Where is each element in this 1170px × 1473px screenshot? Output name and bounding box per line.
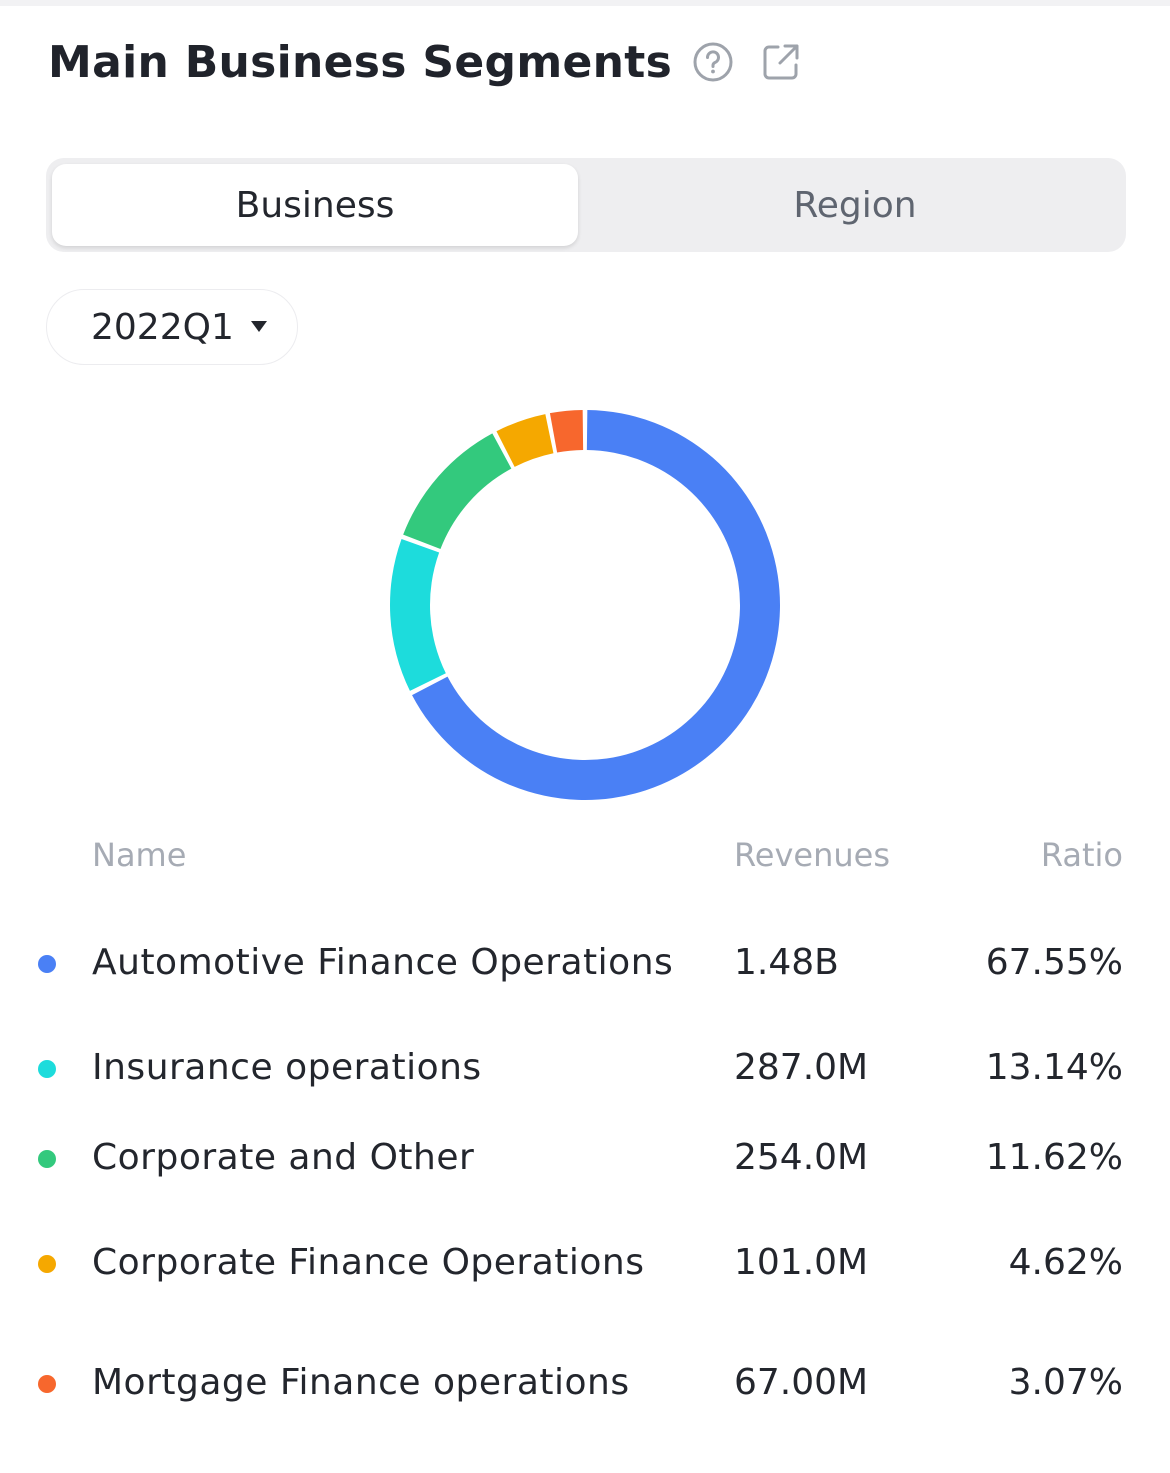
tab-business[interactable]: Business [52,164,578,246]
table-row[interactable]: Corporate Finance Operations 101.0M 4.62… [0,1242,1170,1290]
legend-dot [38,1060,56,1078]
donut-slice[interactable] [549,410,584,453]
table-header: Name Revenues Ratio [0,836,1170,880]
segment-name: Insurance operations [92,1047,482,1088]
segment-ratio: 3.07% [1008,1362,1123,1403]
header-ratio: Ratio [1040,836,1123,874]
segment-revenue: 101.0M [734,1242,869,1283]
section-header: Main Business Segments [48,32,802,92]
segment-name: Corporate and Other [92,1137,475,1178]
table-row[interactable]: Insurance operations 287.0M 13.14% [0,1047,1170,1095]
help-circle-icon[interactable] [692,41,734,83]
segment-revenue: 1.48B [734,942,839,983]
segment-name: Automotive Finance Operations [92,942,674,983]
period-dropdown[interactable]: 2022Q1 [46,289,298,365]
table-row[interactable]: Automotive Finance Operations 1.48B 67.5… [0,942,1170,990]
donut-slice[interactable] [390,538,446,691]
external-link-icon[interactable] [760,41,802,83]
segment-ratio: 11.62% [985,1137,1123,1178]
segment-revenue: 67.00M [734,1362,869,1403]
segment-control: Business Region [46,158,1126,252]
segment-ratio: 67.55% [985,942,1123,983]
legend-dot [38,955,56,973]
segment-ratio: 4.62% [1008,1242,1123,1283]
table-row[interactable]: Mortgage Finance operations 67.00M 3.07% [0,1362,1170,1410]
legend-dot [38,1255,56,1273]
page-title: Main Business Segments [48,36,673,88]
caret-down-icon [250,320,268,334]
segment-revenue: 254.0M [734,1137,869,1178]
segment-revenue: 287.0M [734,1047,869,1088]
donut-slice[interactable] [403,433,512,550]
header-revenues: Revenues [734,836,891,874]
period-value: 2022Q1 [91,306,234,348]
top-divider [0,0,1170,6]
tab-region[interactable]: Region [793,184,917,226]
table-row[interactable]: Corporate and Other 254.0M 11.62% [0,1137,1170,1185]
segment-ratio: 13.14% [985,1047,1123,1088]
donut-slice[interactable] [496,414,554,467]
legend-dot [38,1375,56,1393]
segment-name: Mortgage Finance operations [92,1362,630,1403]
legend-dot [38,1150,56,1168]
donut-chart [380,400,790,810]
segment-name: Corporate Finance Operations [92,1242,645,1283]
header-name: Name [92,836,187,874]
